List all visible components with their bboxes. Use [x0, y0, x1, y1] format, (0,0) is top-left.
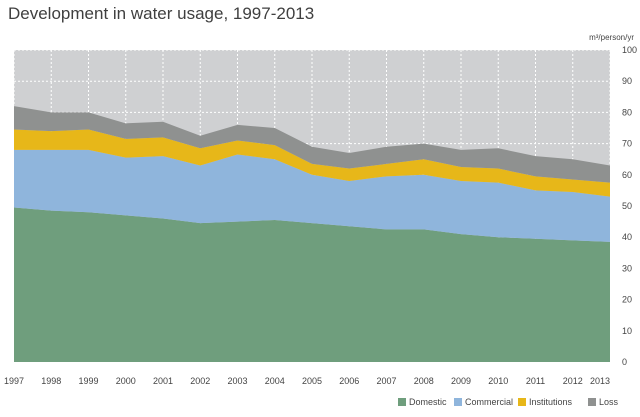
- x-tick-label: 1997: [4, 376, 24, 386]
- x-tick-label: 2001: [153, 376, 173, 386]
- x-tick-label: 2002: [190, 376, 210, 386]
- y-tick-label: 50: [622, 201, 632, 211]
- legend-swatch-loss: [588, 398, 596, 406]
- stacked-areas: [14, 106, 610, 362]
- y-tick-label: 40: [622, 232, 632, 242]
- legend-label-loss: Loss: [599, 397, 619, 407]
- y-axis-unit-label: m³/person/yr: [589, 33, 634, 42]
- y-tick-label: 80: [622, 107, 632, 117]
- y-tick-label: 10: [622, 326, 632, 336]
- legend-swatch-commercial: [454, 398, 462, 406]
- x-axis-ticks: 1997 1998 1999 2000 2001 2002 2003 2004 2005 2006…: [4, 376, 610, 386]
- y-tick-label: 90: [622, 76, 632, 86]
- y-tick-label: 30: [622, 263, 632, 273]
- y-tick-label: 70: [622, 139, 632, 149]
- x-tick-label: 2006: [339, 376, 359, 386]
- y-axis-ticks: 0 10 20 30 40 50 60 70 80 90 100: [622, 45, 637, 367]
- x-tick-label: 1999: [78, 376, 98, 386]
- x-tick-label: 1998: [41, 376, 61, 386]
- x-tick-label: 2009: [451, 376, 471, 386]
- y-tick-label: 0: [622, 357, 627, 367]
- area-commercial: [14, 149, 610, 242]
- x-tick-label: 2005: [302, 376, 322, 386]
- legend-swatch-domestic: [398, 398, 406, 406]
- x-tick-label: 2003: [227, 376, 247, 386]
- x-tick-label: 2011: [526, 376, 545, 386]
- x-tick-label: 2008: [414, 376, 434, 386]
- x-tick-label: 2010: [488, 376, 508, 386]
- x-tick-label: 2013: [590, 376, 610, 386]
- x-tick-label: 2012: [563, 376, 583, 386]
- area-loss: [14, 106, 610, 183]
- x-tick-label: 2004: [265, 376, 285, 386]
- area-institutions: [14, 129, 610, 197]
- legend-label-institutions: Institutions: [529, 397, 573, 407]
- y-tick-label: 100: [622, 45, 637, 55]
- x-tick-label: 2000: [116, 376, 136, 386]
- legend-swatch-institutions: [518, 398, 526, 406]
- legend-label-commercial: Commercial: [465, 397, 513, 407]
- y-tick-label: 60: [622, 170, 632, 180]
- legend: Domestic Commercial Institutions Loss: [398, 397, 619, 407]
- legend-label-domestic: Domestic: [409, 397, 447, 407]
- area-domestic: [14, 207, 610, 362]
- y-tick-label: 20: [622, 295, 632, 305]
- x-tick-label: 2007: [376, 376, 396, 386]
- chart-title: Development in water usage, 1997-2013: [8, 4, 315, 23]
